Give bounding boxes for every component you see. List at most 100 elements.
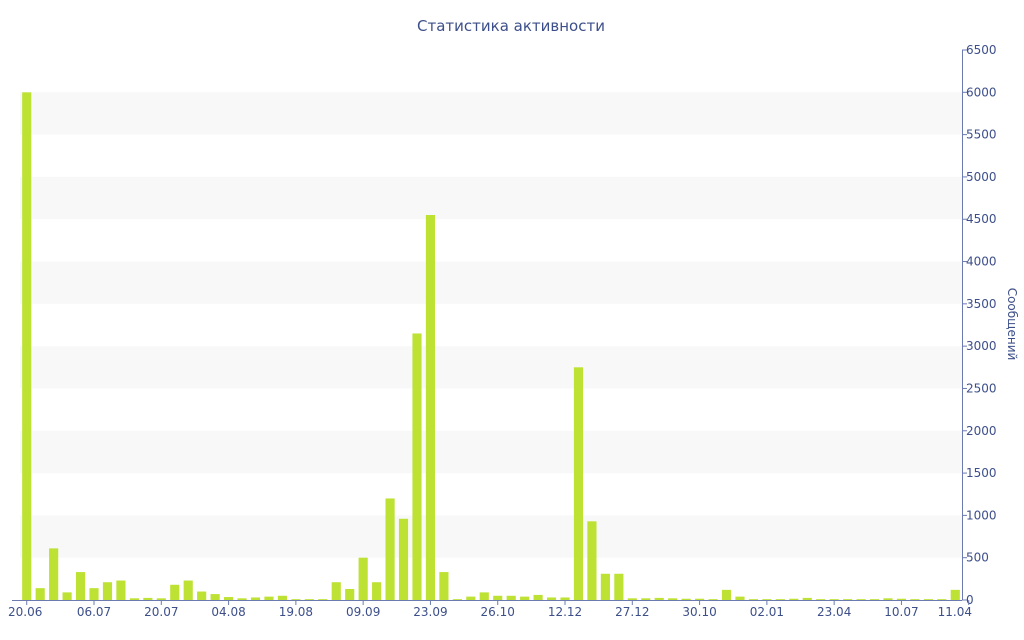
bar <box>75 572 86 600</box>
bar <box>560 597 570 600</box>
x-tick-label: 09.09 <box>346 605 380 619</box>
x-tick-label: 11.04 <box>938 605 972 619</box>
x-tick-label: 04.08 <box>211 605 245 619</box>
bar <box>546 597 557 600</box>
bar <box>398 518 409 600</box>
grid-band <box>20 346 962 389</box>
grid-bands <box>20 92 962 558</box>
grid-band <box>20 261 962 304</box>
x-tick-label: 20.07 <box>144 605 178 619</box>
y-tick-label: 4500 <box>966 212 997 226</box>
bar <box>49 548 59 600</box>
bar <box>735 596 745 600</box>
bar <box>883 598 893 600</box>
bar <box>762 599 772 600</box>
y-tick-label: 0 <box>966 593 974 607</box>
y-tick-label: 1500 <box>966 466 997 480</box>
chart-title: Статистика активности <box>417 17 605 35</box>
bar <box>331 582 341 600</box>
x-tick-label: 19.08 <box>279 605 313 619</box>
bar <box>843 599 853 600</box>
bar <box>654 597 664 600</box>
x-tick-label: 12.12 <box>548 605 582 619</box>
grid-band <box>20 92 962 135</box>
bar <box>156 598 166 600</box>
y-tick-label: 5000 <box>966 170 997 184</box>
bar <box>506 595 516 600</box>
bars-group <box>22 92 960 601</box>
bar <box>748 599 758 600</box>
y-tick-label: 2500 <box>966 381 997 395</box>
bar <box>439 572 449 600</box>
bar <box>493 595 503 600</box>
bar <box>452 599 462 600</box>
bar <box>183 580 193 600</box>
bar <box>425 215 436 600</box>
x-tick-label: 06.07 <box>77 605 111 619</box>
bar <box>775 599 785 600</box>
bar <box>910 599 920 600</box>
bar <box>291 599 301 600</box>
y-axis-label: Сообщений <box>1005 288 1019 361</box>
bar <box>385 498 395 600</box>
bar <box>614 573 624 600</box>
y-tick-label: 6500 <box>966 43 997 57</box>
bar <box>277 595 287 600</box>
bar <box>250 597 261 600</box>
bar <box>681 598 691 600</box>
bar <box>695 598 705 600</box>
bar <box>641 598 651 600</box>
bar <box>210 594 220 600</box>
bar <box>62 592 72 600</box>
x-tick-label: 10.07 <box>884 605 918 619</box>
x-tick-label: 23.04 <box>817 605 851 619</box>
bar <box>170 584 180 600</box>
y-tick-label: 2000 <box>966 424 997 438</box>
bar <box>89 588 99 600</box>
bar <box>264 596 274 600</box>
bar <box>372 582 382 600</box>
y-tick-label: 5500 <box>966 128 997 142</box>
x-tick-label: 30.10 <box>682 605 716 619</box>
bar <box>533 594 543 600</box>
bar <box>937 599 947 600</box>
bar <box>479 592 489 600</box>
bar <box>950 589 960 600</box>
bar <box>304 599 314 600</box>
bar <box>197 591 207 600</box>
bar <box>668 598 678 600</box>
bar <box>102 582 113 600</box>
y-tick-label: 4000 <box>966 255 997 269</box>
bar <box>573 367 584 600</box>
y-tick-label: 500 <box>966 551 989 565</box>
x-tick-label: 02.01 <box>750 605 784 619</box>
bar <box>22 92 32 601</box>
bar <box>116 580 126 600</box>
bar <box>587 521 597 600</box>
bar <box>237 598 247 600</box>
bar <box>35 588 45 600</box>
x-tick-label: 27.12 <box>615 605 649 619</box>
bar <box>224 597 234 600</box>
bar <box>816 599 826 600</box>
bar <box>869 599 880 600</box>
y-tick-label: 3500 <box>966 297 997 311</box>
bar <box>789 598 799 600</box>
axes-group: 0 500 1000 1500 2000 2500 3000 3500 4000 4500 5000… <box>8 43 997 619</box>
y-tick-label: 6000 <box>966 85 997 99</box>
bar <box>600 573 610 600</box>
bar <box>802 597 812 600</box>
bar <box>129 598 139 600</box>
bar <box>318 599 328 600</box>
x-tick-label: 20.06 <box>8 605 42 619</box>
bar <box>896 598 907 600</box>
bar <box>627 598 637 600</box>
grid-band <box>20 515 962 558</box>
bar <box>520 596 530 600</box>
bar <box>412 333 422 600</box>
bar <box>708 599 718 600</box>
x-tick-label: 23.09 <box>413 605 447 619</box>
bar <box>358 557 368 600</box>
